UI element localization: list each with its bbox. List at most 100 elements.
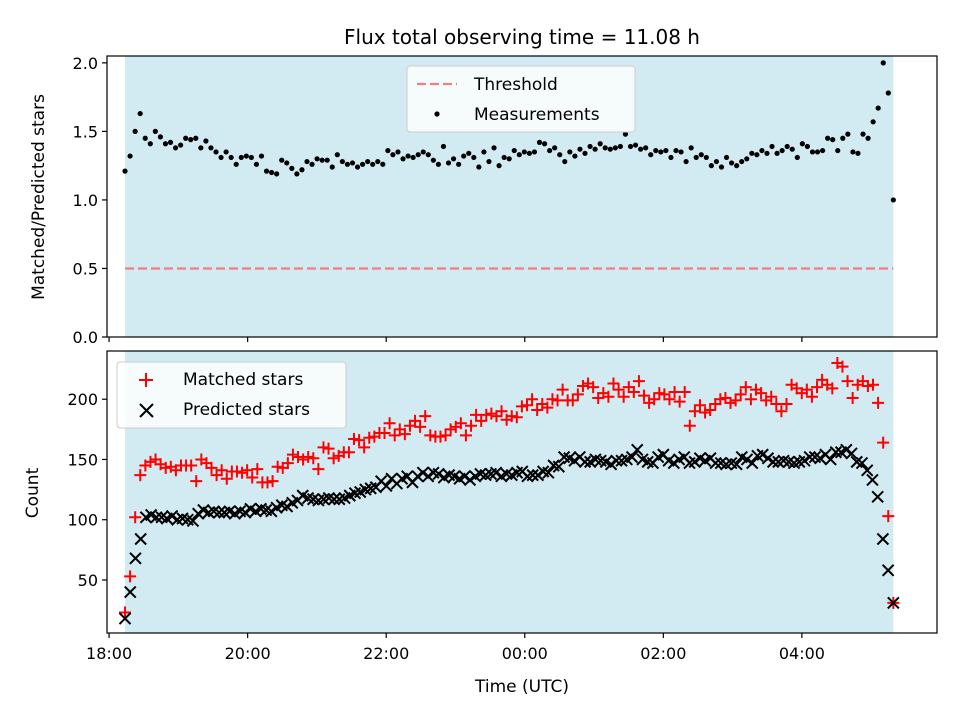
measurement-point [450, 156, 457, 162]
measurement-point [809, 149, 816, 155]
matched-star-point [159, 461, 172, 474]
matched-star-point [587, 381, 600, 394]
predicted-star-point [489, 466, 503, 479]
matched-star-point [485, 407, 498, 420]
measurement-point [132, 128, 138, 134]
measurement-point [152, 128, 158, 134]
matched-star-point [632, 375, 645, 388]
matched-star-point [526, 393, 539, 406]
predicted-star-point [803, 450, 816, 464]
matched-star-point [409, 414, 422, 427]
measurement-point [703, 154, 709, 161]
measurement-point [840, 135, 846, 141]
bottom-panel: 50 100 150 200 18:00 20:00 22:00 00:00 02:00 04:… [23, 350, 938, 697]
measurement-point [329, 164, 335, 170]
matched-star-point [358, 441, 371, 454]
measurement-point [400, 156, 406, 162]
measurement-point [814, 149, 821, 155]
predicted-star-point [798, 454, 811, 467]
measurement-point [253, 161, 260, 167]
matched-star-point [419, 410, 432, 423]
matched-star-point [678, 385, 691, 398]
measurement-point [359, 161, 366, 167]
matched-star-point [281, 457, 294, 470]
predicted-star-point [578, 455, 592, 469]
measurement-point [850, 149, 856, 155]
measurement-point [390, 152, 396, 158]
measurement-point [203, 138, 209, 144]
matched-star-point [454, 417, 467, 430]
matched-star-point [683, 419, 696, 432]
measurement-point [688, 145, 694, 151]
measurement-point [471, 154, 477, 161]
measurement-point [178, 142, 184, 148]
matched-star-point [882, 510, 895, 523]
matched-star-point [480, 408, 493, 421]
predicted-star-point [150, 511, 163, 524]
measurement-point [541, 141, 548, 147]
measurement-point [521, 149, 527, 155]
measurement-point [582, 150, 588, 156]
measurement-point [890, 197, 896, 203]
measurement-point [435, 161, 442, 167]
predicted-star-point [118, 612, 132, 625]
predicted-star-point [568, 454, 581, 467]
measurement-point [208, 145, 214, 151]
matched-star-point [861, 379, 874, 392]
measurement-point [370, 161, 376, 167]
predicted-star-point [829, 446, 843, 459]
matched-star-point [571, 388, 584, 401]
measurement-point [693, 154, 699, 161]
measurement-point [749, 150, 755, 156]
predicted-star-point [855, 456, 869, 470]
matched-star-point [617, 390, 630, 403]
matched-star-point [638, 389, 651, 402]
predicted-star-point [756, 448, 769, 461]
matched-stars-points [119, 357, 900, 619]
measurement-point [860, 131, 866, 137]
measurement-point [223, 149, 229, 155]
matched-star-point [190, 475, 203, 488]
measurement-point [258, 153, 265, 159]
measurement-point [299, 167, 305, 173]
matched-star-point [205, 461, 218, 474]
matched-star-point [119, 606, 132, 619]
matched-star-point [510, 411, 523, 424]
legend-matched-label: Matched stars [183, 370, 303, 390]
x-tick-label: 18:00 [86, 644, 132, 663]
predicted-star-point [542, 466, 555, 479]
matched-star-point [388, 429, 401, 442]
predicted-star-point [526, 468, 539, 482]
matched-star-point [246, 471, 259, 484]
measurement-point [218, 154, 224, 161]
measurement-point [536, 139, 543, 145]
predicted-star-point [380, 479, 393, 493]
measurement-point [880, 60, 886, 66]
matched-star-point [220, 472, 233, 485]
predicted-star-point [411, 470, 424, 483]
bottom-y-tick-label: 50 [78, 571, 98, 590]
predicted-star-point [866, 473, 879, 487]
matched-star-point [515, 400, 528, 413]
measurement-point [572, 153, 578, 159]
predicted-star-point [212, 506, 226, 519]
measurement-point [309, 161, 315, 167]
matched-star-point [378, 426, 391, 439]
predicted-star-point [129, 552, 142, 565]
predicted-star-point [813, 452, 827, 465]
measurement-point [269, 169, 275, 176]
matched-star-point [347, 432, 360, 445]
matched-star-point [505, 410, 518, 423]
measurement-point [213, 149, 219, 155]
measurement-point [385, 147, 391, 154]
measurement-point [663, 147, 669, 154]
predicted-star-point [165, 509, 179, 523]
measurement-point [496, 163, 502, 169]
predicted-star-point [631, 443, 644, 457]
measurement-point [274, 171, 280, 177]
measurement-point [243, 153, 249, 159]
predicted-star-point [824, 453, 837, 466]
measurement-point [870, 119, 876, 125]
matched-star-point [185, 459, 198, 472]
measurement-point [627, 143, 634, 150]
